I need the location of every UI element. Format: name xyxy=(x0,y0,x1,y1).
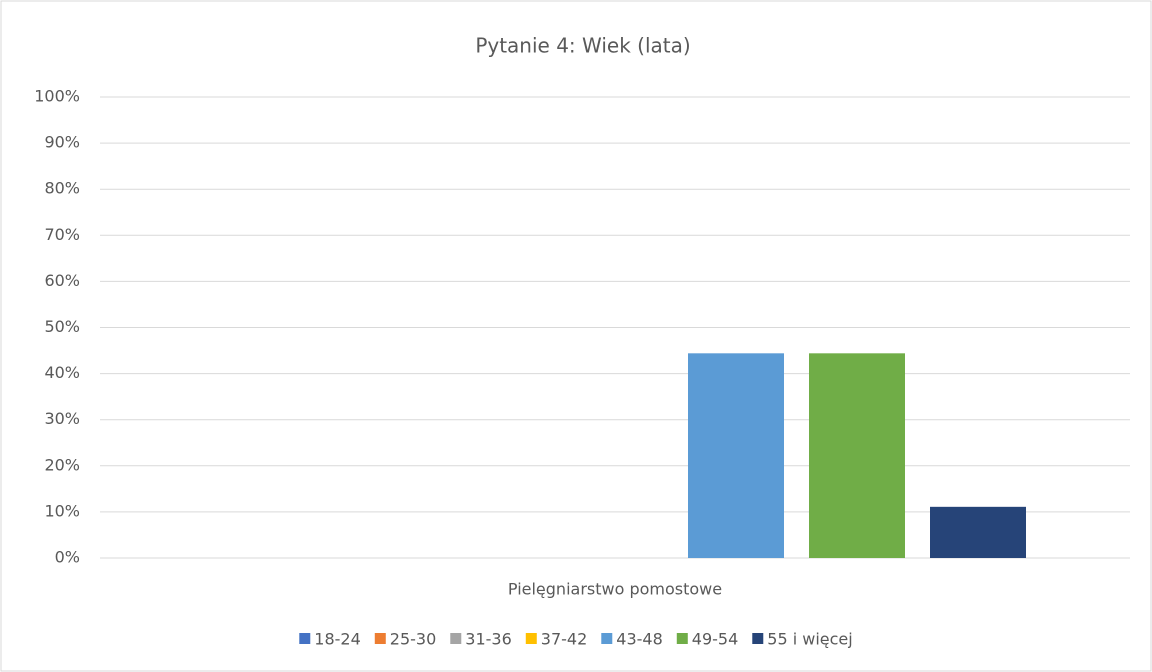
bar xyxy=(930,506,1026,558)
legend-label: 37-42 xyxy=(541,630,588,649)
y-tick-label: 90% xyxy=(44,133,80,152)
legend-swatch xyxy=(374,633,386,644)
y-tick-label: 50% xyxy=(44,317,80,336)
legend-label: 18-24 xyxy=(314,630,361,649)
y-tick-label: 30% xyxy=(44,409,80,428)
legend-swatch xyxy=(752,633,764,644)
y-tick-label: 100% xyxy=(34,87,80,106)
legend-label: 43-48 xyxy=(616,630,663,649)
x-tick-label: Pielęgniarstwo pomostowe xyxy=(508,580,722,599)
legend-label: 25-30 xyxy=(390,630,437,649)
legend-label: 49-54 xyxy=(692,630,739,649)
legend-swatch xyxy=(525,633,537,644)
bar xyxy=(688,353,784,558)
legend-swatch xyxy=(676,633,688,644)
y-tick-label: 70% xyxy=(44,225,80,244)
y-tick-label: 10% xyxy=(44,501,80,520)
y-tick-label: 60% xyxy=(44,271,80,290)
y-tick-label: 40% xyxy=(44,363,80,382)
legend-swatch xyxy=(601,633,613,644)
y-tick-label: 20% xyxy=(44,455,80,474)
legend-label: 55 i więcej xyxy=(767,630,852,649)
legend-swatch xyxy=(450,633,462,644)
bar xyxy=(809,353,905,558)
y-tick-label: 80% xyxy=(44,179,80,198)
chart-title: Pytanie 4: Wiek (lata) xyxy=(475,34,690,58)
legend-label: 31-36 xyxy=(465,630,512,649)
y-tick-label: 0% xyxy=(55,548,80,567)
legend-swatch xyxy=(299,633,311,644)
